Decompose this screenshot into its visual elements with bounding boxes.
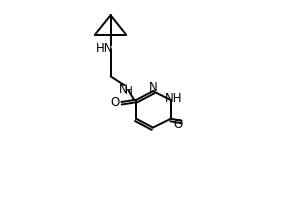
Text: N: N <box>148 81 157 94</box>
Text: HN: HN <box>96 42 113 55</box>
Text: NH: NH <box>165 92 182 105</box>
Text: H: H <box>125 86 133 96</box>
Text: N: N <box>119 83 128 96</box>
Text: O: O <box>173 118 182 131</box>
Text: O: O <box>111 96 120 109</box>
